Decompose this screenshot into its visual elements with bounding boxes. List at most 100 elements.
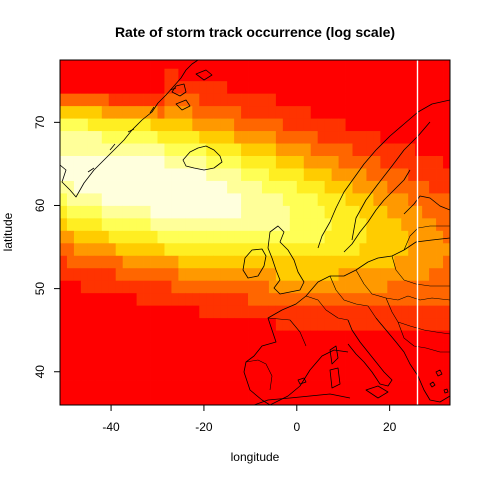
heatmap-cell — [185, 205, 193, 219]
heatmap-cell — [255, 380, 263, 393]
heatmap-cell — [324, 80, 332, 94]
heatmap-cell — [436, 330, 444, 344]
heatmap-cell — [443, 380, 450, 393]
heatmap-cell — [80, 143, 89, 156]
heatmap-cell — [164, 317, 172, 331]
heatmap-cell — [87, 80, 96, 94]
heatmap-cell — [234, 355, 242, 368]
heatmap-cell — [108, 305, 117, 319]
heatmap-cell — [248, 380, 256, 393]
heatmap-cell — [87, 342, 96, 356]
heatmap-cell — [73, 317, 82, 331]
heatmap-cell — [282, 317, 291, 331]
heatmap-cell — [331, 267, 339, 281]
heatmap-cell — [185, 255, 193, 269]
heatmap-cell — [143, 392, 151, 405]
heatmap-cell — [73, 217, 82, 231]
heatmap-cell — [73, 130, 82, 144]
heatmap-cell — [150, 130, 158, 144]
heatmap-cell — [157, 330, 165, 344]
heatmap-cell — [436, 155, 444, 169]
heatmap-cell — [380, 342, 388, 356]
heatmap-cell — [73, 105, 82, 119]
x-tick-label: -20 — [195, 420, 213, 434]
heatmap-cell — [227, 93, 235, 107]
heatmap-cell — [192, 255, 200, 269]
heatmap-cell — [199, 267, 207, 281]
heatmap-cell — [101, 242, 110, 256]
heatmap-cell — [60, 392, 68, 405]
heatmap-cell — [415, 330, 423, 344]
heatmap-cell — [227, 217, 235, 231]
heatmap-cell — [255, 143, 263, 156]
heatmap-cell — [296, 93, 305, 107]
heatmap-cell — [164, 180, 172, 194]
heatmap-cell — [408, 118, 416, 132]
heatmap-cell — [255, 168, 263, 181]
heatmap-cell — [366, 193, 374, 206]
heatmap-cell — [261, 217, 270, 231]
heatmap-cell — [415, 355, 423, 368]
heatmap-cell — [317, 68, 326, 82]
heatmap-cell — [422, 105, 430, 119]
heatmap-cell — [296, 168, 305, 181]
heatmap-cell — [241, 230, 249, 244]
heatmap-cell — [373, 143, 381, 156]
heatmap-cell — [213, 267, 221, 281]
heatmap-cell — [282, 68, 291, 82]
heatmap-cell — [60, 155, 68, 169]
heatmap-cell — [171, 305, 179, 319]
heatmap-cell — [241, 292, 249, 306]
heatmap-cell — [380, 367, 388, 381]
heatmap-cell — [268, 93, 277, 107]
heatmap-cell — [268, 180, 277, 194]
heatmap-cell — [275, 242, 284, 256]
heatmap-cell — [415, 217, 423, 231]
heatmap-cell — [422, 305, 430, 319]
heatmap-cell — [282, 242, 291, 256]
heatmap-cell — [136, 80, 144, 94]
heatmap-cell — [178, 230, 186, 244]
heatmap-cell — [129, 193, 137, 206]
heatmap-cell — [261, 230, 270, 244]
heatmap-cell — [150, 342, 158, 356]
heatmap-cell — [171, 367, 179, 381]
heatmap-cell — [345, 367, 353, 381]
heatmap-cell — [408, 230, 416, 244]
heatmap-cell — [136, 130, 144, 144]
heatmap-cell — [345, 267, 353, 281]
heatmap-cell — [338, 380, 346, 393]
heatmap-cell — [422, 80, 430, 94]
heatmap-cell — [220, 342, 228, 356]
heatmap-cell — [317, 180, 326, 194]
heatmap-cell — [185, 355, 193, 368]
heatmap-cell — [443, 180, 450, 194]
heatmap-cell — [220, 355, 228, 368]
heatmap-cell — [289, 155, 298, 169]
heatmap-cell — [422, 168, 430, 181]
arctic-islands — [171, 69, 213, 111]
heatmap-cell — [338, 392, 346, 405]
heatmap-cell — [248, 155, 256, 169]
heatmap-cell — [136, 180, 144, 194]
heatmap-cell — [289, 193, 298, 206]
heatmap-cell — [157, 367, 165, 381]
heatmap-cell — [373, 230, 381, 244]
heatmap-cell — [296, 118, 305, 132]
heatmap-cell — [241, 280, 249, 294]
heatmap-cell — [213, 118, 221, 132]
heatmap-cell — [87, 317, 96, 331]
heatmap-cell — [164, 155, 172, 169]
heatmap-cell — [143, 330, 151, 344]
heatmap-cell — [303, 392, 312, 405]
heatmap-cell — [248, 68, 256, 82]
heatmap-cell — [275, 105, 284, 119]
heatmap-cell — [387, 392, 395, 405]
heatmap-cell — [422, 392, 430, 405]
heatmap-cell — [115, 230, 124, 244]
heatmap-cell — [303, 355, 312, 368]
heatmap-cell — [345, 342, 353, 356]
heatmap-cell — [303, 380, 312, 393]
heatmap-cell — [192, 130, 200, 144]
heatmap-cell — [415, 267, 423, 281]
